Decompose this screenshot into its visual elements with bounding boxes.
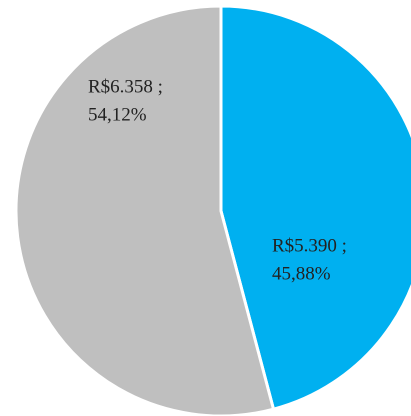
data-label: 54,12%	[88, 104, 147, 125]
pie-slice	[219, 4, 411, 411]
data-label: R$6.358 ;	[88, 76, 163, 97]
data-label: 45,88%	[272, 263, 331, 284]
data-label: R$5.390 ;	[272, 235, 347, 256]
pie-slice	[14, 4, 275, 416]
